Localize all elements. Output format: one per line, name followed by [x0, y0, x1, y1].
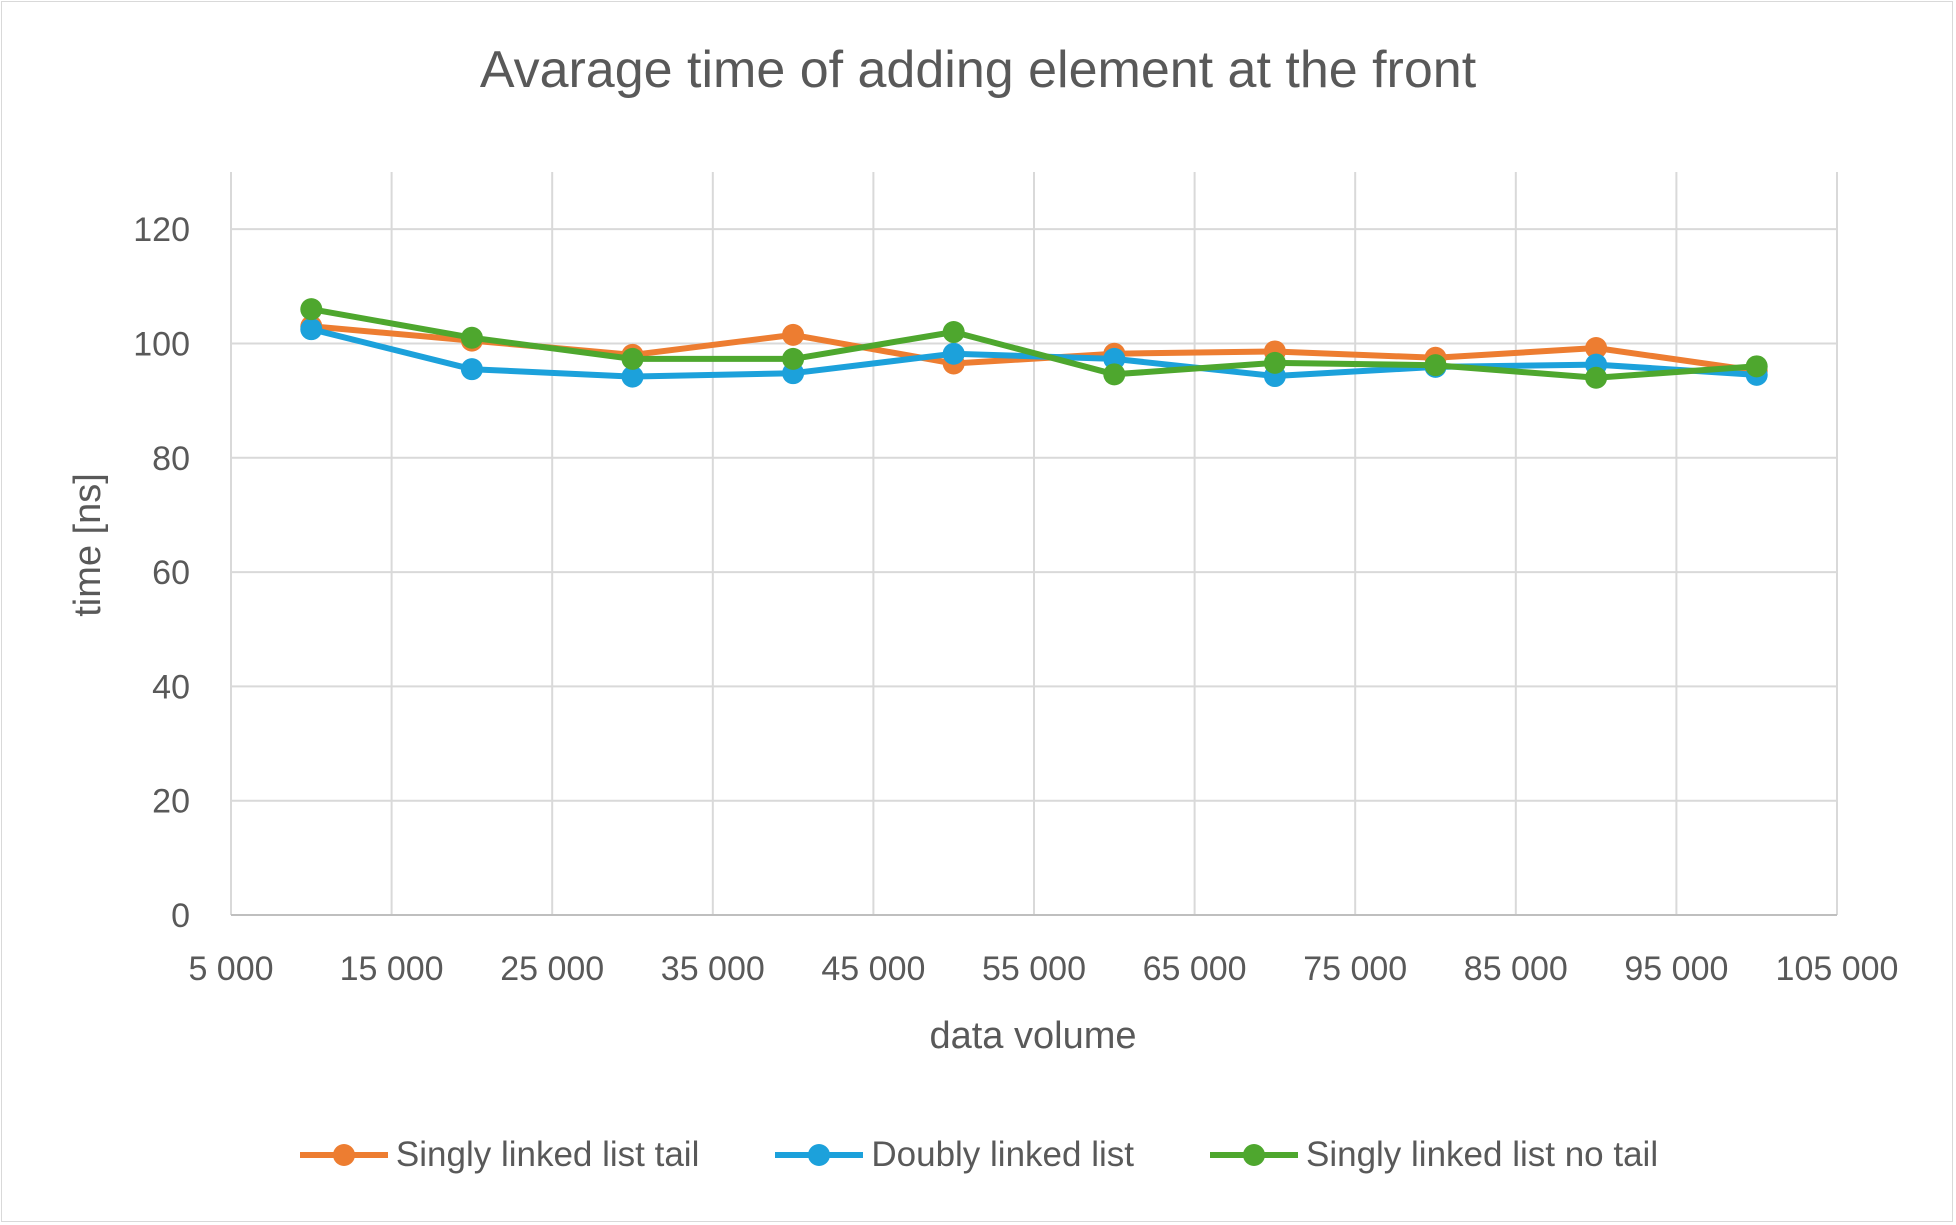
series-2 [300, 298, 1768, 389]
y-tick-label: 0 [171, 897, 190, 935]
data-point [460, 326, 483, 349]
data-point [942, 342, 965, 365]
x-tick-label: 95 000 [1624, 950, 1728, 988]
x-tick-label: 75 000 [1303, 950, 1407, 988]
data-point [1263, 351, 1286, 374]
data-point [1585, 366, 1608, 389]
x-tick-label: 105 000 [1776, 950, 1899, 988]
y-tick-label: 40 [152, 668, 190, 706]
data-point [1424, 354, 1447, 377]
series-line [310, 326, 1757, 380]
legend: Singly linked list tail Doubly linked lis… [0, 1130, 1956, 1180]
legend-swatch [1209, 1144, 1298, 1166]
data-point [782, 347, 805, 370]
data-point [1745, 355, 1768, 378]
data-point [1585, 337, 1608, 360]
y-tick-label: 60 [152, 554, 190, 592]
data-point [300, 318, 323, 341]
legend-item: Doubly linked list [773, 1135, 1134, 1175]
legend-item: Singly linked list tail [298, 1135, 699, 1175]
x-tick-label: 35 000 [661, 950, 765, 988]
legend-swatch [299, 1144, 388, 1166]
x-tick-label: 85 000 [1464, 950, 1568, 988]
y-tick-label: 20 [152, 783, 190, 821]
data-point [621, 347, 644, 370]
legend-label: Singly linked list no tail [1305, 1135, 1659, 1174]
x-axis-title: data volume [929, 1015, 1136, 1057]
data-point [621, 365, 644, 388]
x-tick-label: 45 000 [821, 950, 925, 988]
legend-swatch [775, 1144, 864, 1166]
legend-label: Doubly linked list [871, 1135, 1134, 1174]
legend-item: Singly linked list no tail [1208, 1135, 1658, 1175]
x-tick-label: 55 000 [982, 950, 1086, 988]
x-tick-label: 25 000 [500, 950, 604, 988]
x-tick-label: 15 000 [340, 950, 444, 988]
data-point [300, 298, 323, 321]
y-tick-label: 100 [133, 325, 190, 363]
data-point [1103, 363, 1126, 386]
series-line [310, 306, 1757, 381]
legend-label: Singly linked list tail [395, 1135, 700, 1174]
x-tick-label: 5 000 [188, 950, 273, 988]
chart-title: Avarage time of adding element at the fr… [479, 41, 1477, 99]
y-tick-label: 120 [133, 211, 190, 249]
data-point [1103, 347, 1126, 370]
x-tick-label: 65 000 [1143, 950, 1247, 988]
y-tick-label: 80 [152, 440, 190, 478]
data-point [942, 321, 965, 344]
data-point [782, 323, 805, 346]
data-point [460, 358, 483, 381]
y-axis-title: time [ns] [67, 473, 109, 617]
